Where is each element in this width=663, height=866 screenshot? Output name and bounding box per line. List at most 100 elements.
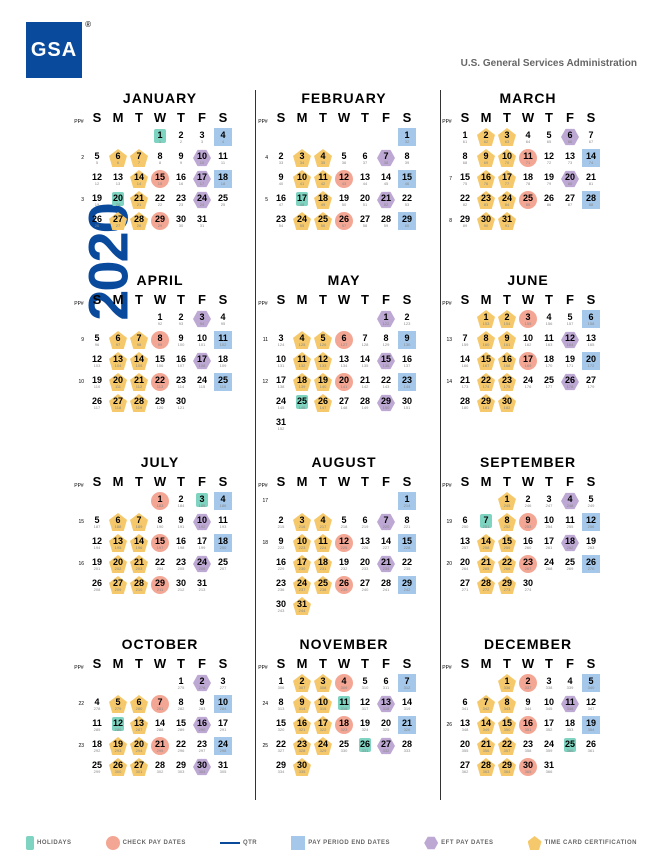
calendar-day: 21112 bbox=[129, 372, 149, 392]
day-of-year: 178 bbox=[567, 385, 574, 389]
dow-header: T bbox=[171, 292, 191, 307]
calendar-day: 536 bbox=[334, 148, 354, 168]
pp-number bbox=[256, 554, 270, 574]
day-of-year: 118 bbox=[115, 406, 121, 410]
day-of-year: 274 bbox=[525, 588, 532, 592]
dow-header: S bbox=[581, 292, 601, 307]
day-of-year: 269 bbox=[567, 567, 574, 571]
day-of-year: 229 bbox=[278, 567, 285, 571]
calendar-day: 22296 bbox=[171, 736, 191, 756]
day-of-year: 51 bbox=[363, 203, 367, 207]
calendar-day bbox=[129, 309, 149, 329]
calendar-day: 2383 bbox=[476, 190, 496, 210]
calendar-day: 1676 bbox=[476, 169, 496, 189]
day-of-year: 93 bbox=[179, 322, 183, 326]
calendar-day: 4186 bbox=[213, 491, 233, 511]
day-of-year: 57 bbox=[342, 224, 346, 228]
calendar-day: 262 bbox=[476, 127, 496, 147]
calendar-day bbox=[87, 127, 107, 147]
calendar-day bbox=[213, 211, 233, 231]
day-of-year: 303 bbox=[178, 770, 185, 774]
calendar-day: 15197 bbox=[150, 533, 170, 553]
calendar-day: 16351 bbox=[518, 715, 538, 735]
day-of-year: 121 bbox=[178, 406, 185, 410]
calendar-day: 2758 bbox=[355, 211, 375, 231]
day-of-year: 324 bbox=[362, 728, 369, 732]
pp-number: 2 bbox=[72, 148, 86, 168]
calendar-day: 596 bbox=[87, 330, 107, 350]
calendar-day: 23114 bbox=[171, 372, 191, 392]
day-of-year: 4 bbox=[222, 140, 224, 144]
day-of-year: 54 bbox=[279, 224, 283, 228]
day-of-year: 217 bbox=[320, 525, 327, 529]
day-of-year: 137 bbox=[404, 364, 411, 368]
calendar-day: 16260 bbox=[518, 533, 538, 553]
pp-number: 15 bbox=[72, 512, 86, 532]
dow-header: S bbox=[455, 292, 475, 307]
pp-number: 13 bbox=[440, 330, 454, 350]
calendar-day: 14258 bbox=[476, 533, 496, 553]
day-of-year: 95 bbox=[221, 322, 225, 326]
day-of-year: 239 bbox=[341, 588, 348, 592]
calendar-day bbox=[334, 414, 354, 434]
day-of-year: 139 bbox=[299, 385, 306, 389]
calendar-day: 798 bbox=[129, 330, 149, 350]
pp-number: 26 bbox=[440, 715, 454, 735]
day-of-year: 219 bbox=[362, 525, 369, 529]
calendar-day: 1041 bbox=[292, 169, 312, 189]
calendar-day: 16290 bbox=[192, 715, 212, 735]
day-of-year: 362 bbox=[462, 770, 469, 774]
calendar-day: 132 bbox=[397, 127, 417, 147]
dow-header: T bbox=[129, 110, 149, 125]
day-of-year: 90 bbox=[484, 224, 488, 228]
day-of-year: 337 bbox=[525, 686, 532, 690]
pp-number bbox=[72, 309, 86, 329]
day-of-year: 186 bbox=[220, 504, 227, 508]
pp-number: 17 bbox=[256, 491, 270, 511]
calendar-day: 2585 bbox=[518, 190, 538, 210]
calendar-day: 2323 bbox=[171, 190, 191, 210]
dow-header: S bbox=[87, 474, 107, 489]
calendar-day: 11163 bbox=[539, 330, 559, 350]
calendar-day: 3191 bbox=[497, 211, 517, 231]
calendar-day bbox=[334, 127, 354, 147]
calendar-day bbox=[292, 309, 312, 329]
calendar-day: 10315 bbox=[313, 694, 333, 714]
day-of-year: 188 bbox=[115, 525, 122, 529]
day-of-year: 67 bbox=[589, 140, 593, 144]
day-of-year: 41 bbox=[300, 182, 304, 186]
day-of-year: 327 bbox=[278, 749, 285, 753]
pp-number: 25 bbox=[256, 736, 270, 756]
calendar-day: 9222 bbox=[271, 533, 291, 553]
calendar-day: 14105 bbox=[129, 351, 149, 371]
day-of-year: 107 bbox=[178, 364, 185, 368]
day-of-year: 153 bbox=[483, 322, 490, 326]
calendar-day: 2424 bbox=[192, 190, 212, 210]
calendar-day: 1142 bbox=[313, 169, 333, 189]
calendar-day: 27148 bbox=[334, 393, 354, 413]
day-of-year: 81 bbox=[589, 182, 593, 186]
day-of-year: 50 bbox=[342, 203, 346, 207]
calendar-day: 1122 bbox=[376, 309, 396, 329]
calendar-day: 1153 bbox=[476, 309, 496, 329]
day-of-year: 80 bbox=[568, 182, 572, 186]
calendar-day: 6188 bbox=[108, 512, 128, 532]
calendar-day: 25238 bbox=[313, 575, 333, 595]
legend-ppe: PAY PERIOD END DATES bbox=[308, 840, 390, 846]
dow-header: T bbox=[355, 110, 375, 125]
pp-number bbox=[256, 596, 270, 616]
pp-number: 20 bbox=[440, 554, 454, 574]
pp-number bbox=[256, 211, 270, 231]
day-of-year: 299 bbox=[94, 770, 101, 774]
day-of-year: 144 bbox=[404, 385, 411, 389]
month-november: NOVEMBERPP#SMTWTFS1306230733084309531063… bbox=[256, 636, 432, 814]
day-of-year: 263 bbox=[588, 546, 595, 550]
day-of-year: 292 bbox=[94, 749, 101, 753]
day-of-year: 246 bbox=[525, 504, 532, 508]
calendar-day: 23236 bbox=[271, 575, 291, 595]
calendar-day bbox=[455, 309, 475, 329]
ppe-icon bbox=[291, 836, 305, 850]
calendar-day: 1214 bbox=[397, 491, 417, 511]
calendar-day bbox=[213, 393, 233, 413]
dow-header: T bbox=[539, 110, 559, 125]
